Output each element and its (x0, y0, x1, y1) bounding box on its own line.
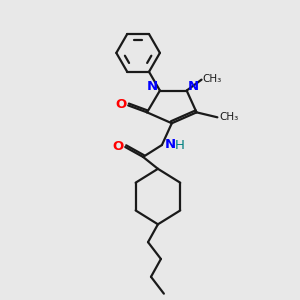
Text: N: N (188, 80, 199, 93)
Text: N: N (164, 138, 175, 151)
Text: CH₃: CH₃ (220, 112, 239, 122)
Text: H: H (175, 139, 185, 152)
Text: O: O (116, 98, 127, 111)
Text: O: O (113, 140, 124, 152)
Text: N: N (146, 80, 158, 93)
Text: CH₃: CH₃ (203, 74, 222, 84)
